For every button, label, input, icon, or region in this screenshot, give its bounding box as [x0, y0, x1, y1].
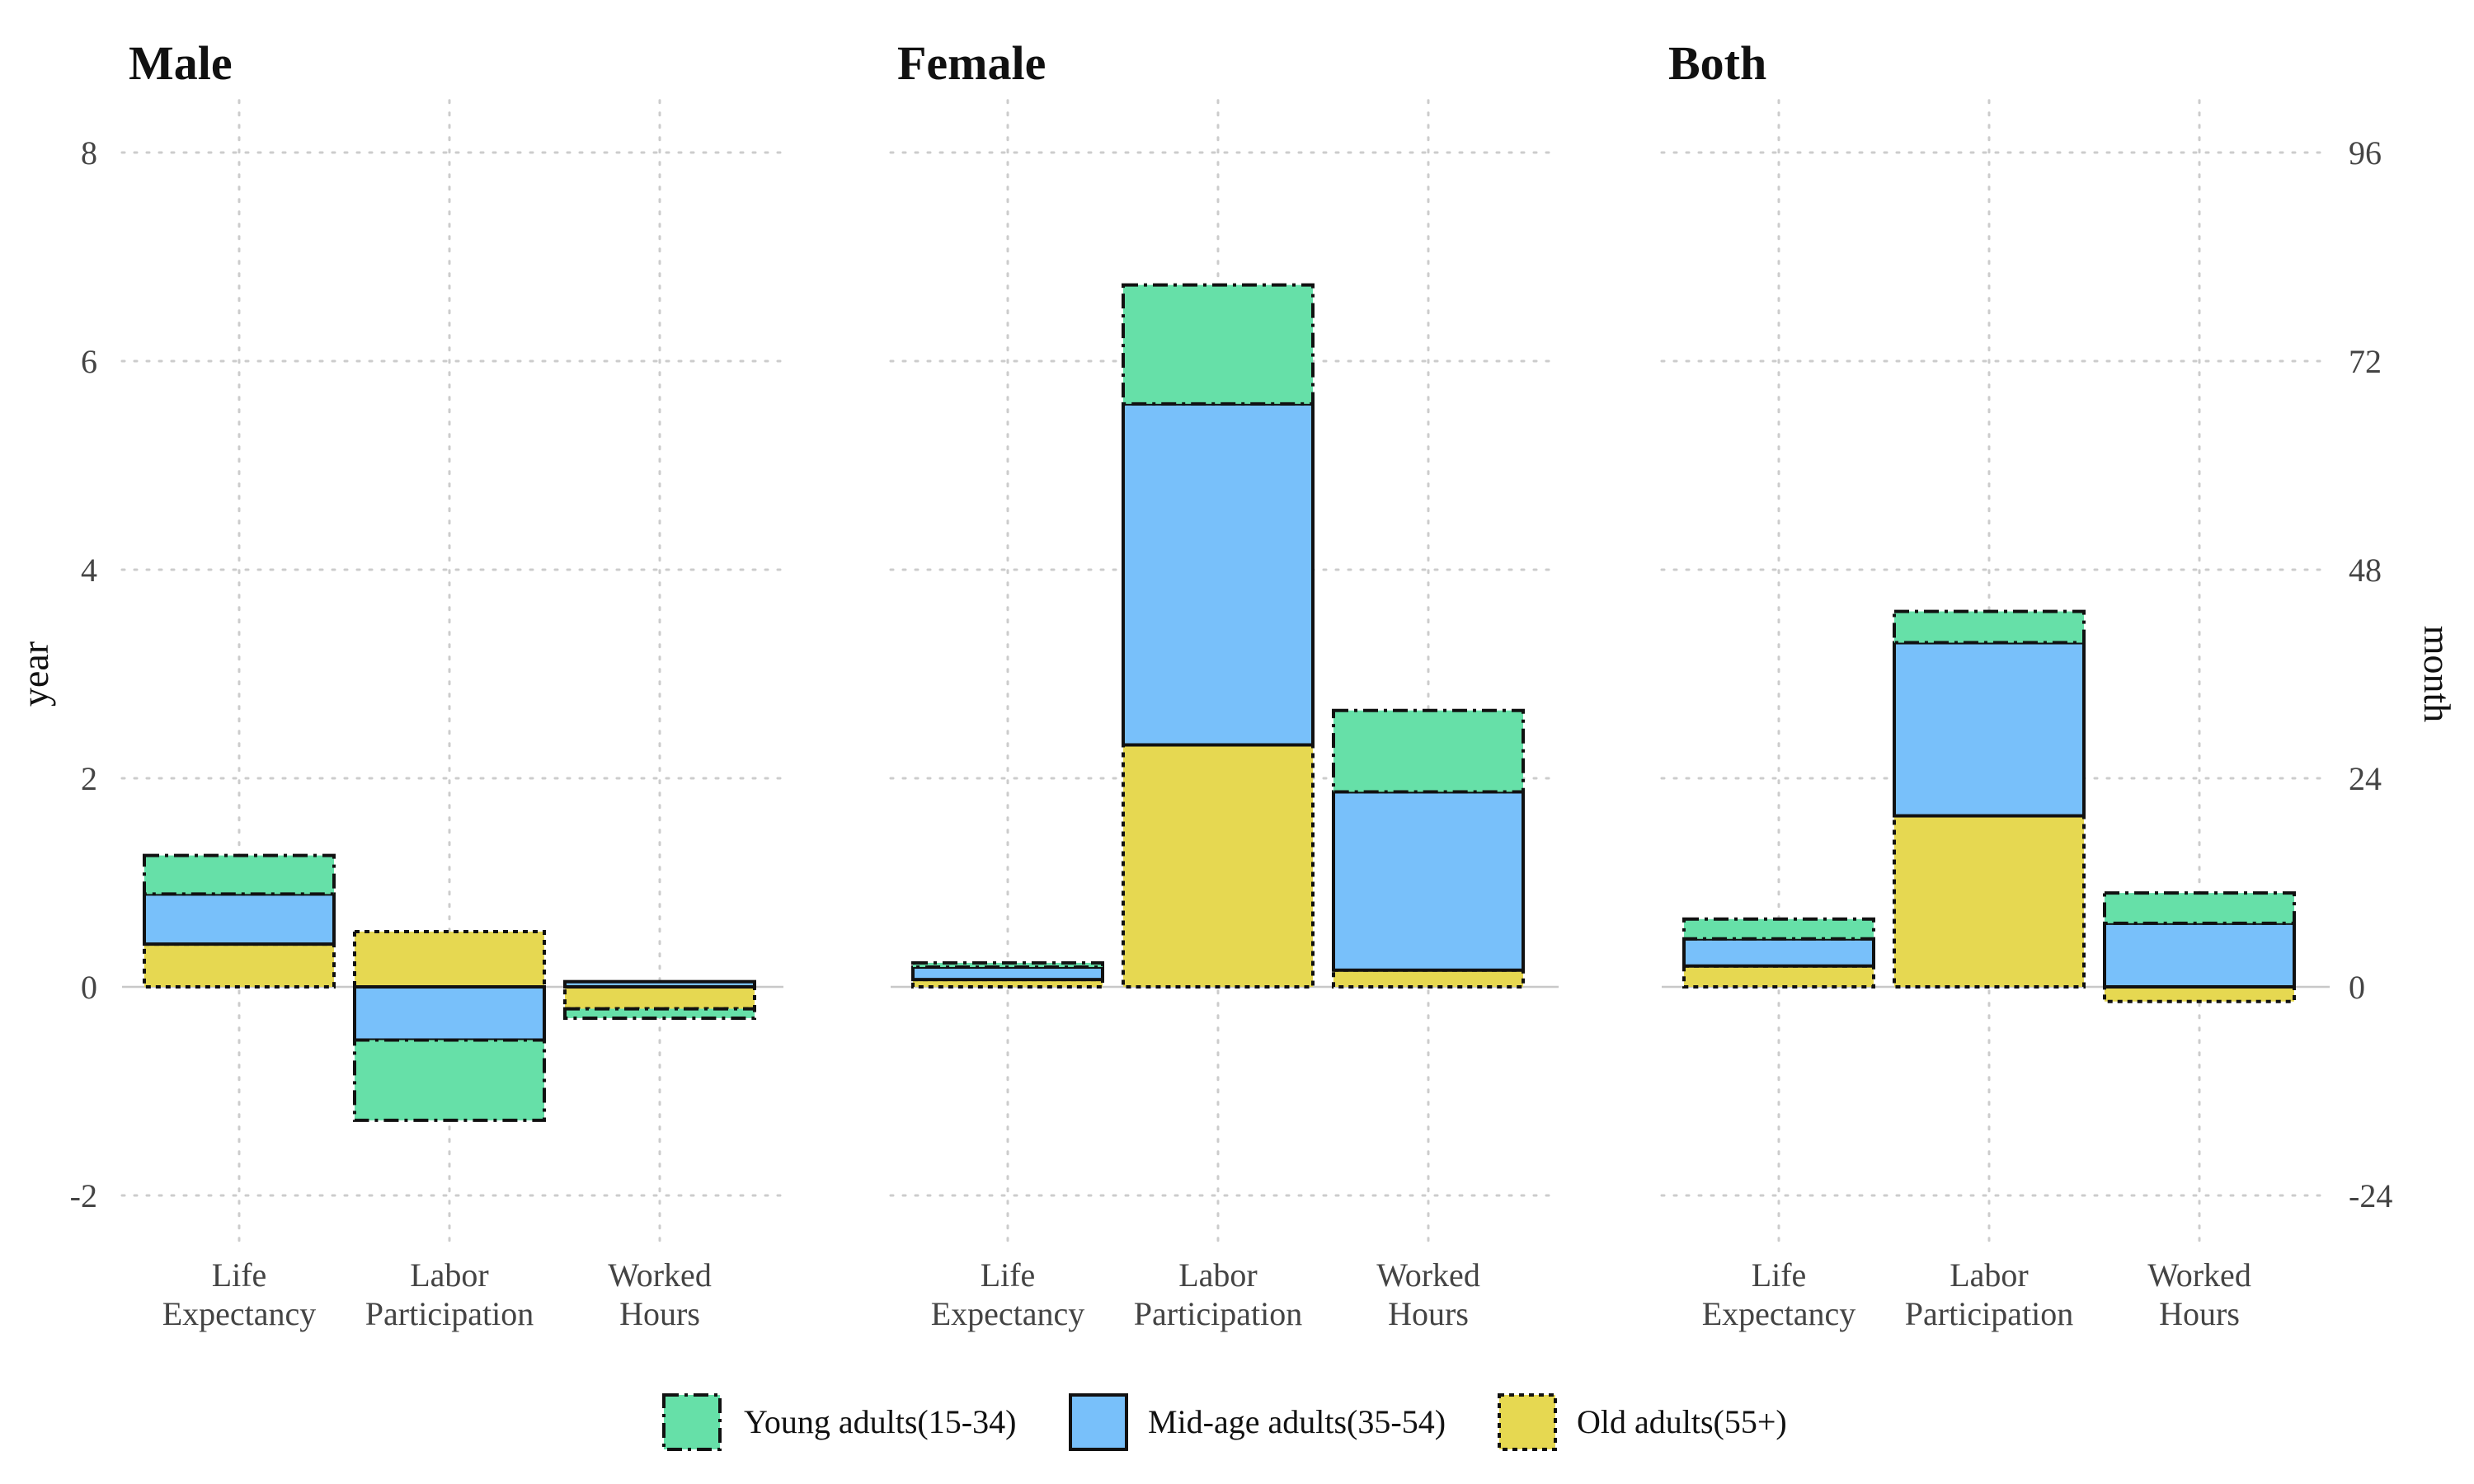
bar-segment — [2103, 921, 2296, 989]
bar-segment — [911, 978, 1104, 989]
legend-label: Mid-age adults(35-54) — [1148, 1403, 1446, 1440]
x-tick-label: Worked — [608, 1256, 712, 1294]
bar-segment — [143, 942, 336, 989]
legend: Young adults(15-34) Mid-age adults(35-54)… — [662, 1393, 1787, 1451]
x-tick-label: Hours — [2159, 1295, 2240, 1332]
x-tick-label: Life — [981, 1256, 1036, 1294]
bar-segment — [353, 985, 546, 1042]
bar-segment — [1893, 609, 2086, 645]
legend-swatch — [1498, 1393, 1557, 1451]
x-tick-label: Participation — [365, 1295, 534, 1332]
secondary-y-tick-label: -24 — [2349, 1177, 2392, 1214]
bar-segment — [1122, 743, 1315, 989]
legend-swatch — [1069, 1393, 1128, 1451]
x-tick-label: Participation — [1134, 1295, 1302, 1332]
y-axis-title: year — [14, 641, 56, 707]
bar-segment — [1332, 790, 1525, 972]
y-tick-label: 2 — [81, 760, 97, 797]
bar-segment — [143, 892, 336, 946]
secondary-y-tick-label: 0 — [2349, 969, 2365, 1006]
x-tick-label: Participation — [1905, 1295, 2073, 1332]
bar-segment — [1332, 968, 1525, 989]
bar-segment — [1893, 641, 2086, 818]
secondary-y-tick-label: 24 — [2349, 760, 2382, 797]
x-tick-label: Life — [1752, 1256, 1807, 1294]
x-tick-label: Hours — [1388, 1295, 1469, 1332]
x-tick-label: Expectancy — [1702, 1295, 1856, 1332]
secondary-y-axis-title: month — [2416, 626, 2458, 723]
panel-title: Female — [897, 36, 1046, 90]
x-tick-label: Expectancy — [162, 1295, 317, 1332]
bar-segment — [353, 929, 546, 989]
bar-segment — [1122, 402, 1315, 747]
y-tick-label: 4 — [81, 552, 97, 589]
secondary-y-tick-label: 72 — [2349, 343, 2382, 380]
bar-layer — [143, 283, 2296, 1122]
secondary-y-tick-label: 96 — [2349, 134, 2382, 171]
panel-title: Both — [1668, 36, 1766, 90]
x-tick-label: Expectancy — [931, 1295, 1085, 1332]
bar-segment — [1682, 937, 1875, 968]
bar-segment — [911, 960, 1104, 969]
legend-swatch — [662, 1393, 722, 1451]
bar-segment — [1682, 964, 1875, 989]
x-tick-label: Labor — [1950, 1256, 2029, 1294]
panel-title: Male — [129, 36, 233, 90]
bar-segment — [353, 1038, 546, 1122]
y-tick-label: 6 — [81, 343, 97, 380]
bar-segment — [2103, 985, 2296, 1003]
x-tick-label: Labor — [410, 1256, 489, 1294]
x-tick-label: Worked — [2147, 1256, 2251, 1294]
text-layer: MaleLifeExpectancyLaborParticipationWork… — [14, 36, 2458, 1332]
x-tick-label: Worked — [1376, 1256, 1480, 1294]
x-tick-label: Hours — [619, 1295, 700, 1332]
bar-segment — [2103, 891, 2296, 925]
y-tick-label: 8 — [81, 134, 97, 171]
x-tick-label: Labor — [1178, 1256, 1258, 1294]
y-tick-label: -2 — [70, 1177, 97, 1214]
bar-segment — [143, 853, 336, 896]
bar-segment — [911, 965, 1104, 982]
bar-segment — [1332, 708, 1525, 794]
bar-segment — [563, 985, 756, 1011]
secondary-y-tick-label: 48 — [2349, 552, 2382, 589]
legend-label: Young adults(15-34) — [744, 1403, 1016, 1440]
legend-label: Old adults(55+) — [1577, 1403, 1787, 1440]
bar-segment — [563, 1007, 756, 1020]
bar-segment — [1122, 283, 1315, 406]
bar-segment — [1682, 917, 1875, 941]
y-tick-label: 0 — [81, 969, 97, 1006]
x-tick-label: Life — [212, 1256, 267, 1294]
bar-segment — [1893, 814, 2086, 989]
bar-segment — [563, 979, 756, 989]
